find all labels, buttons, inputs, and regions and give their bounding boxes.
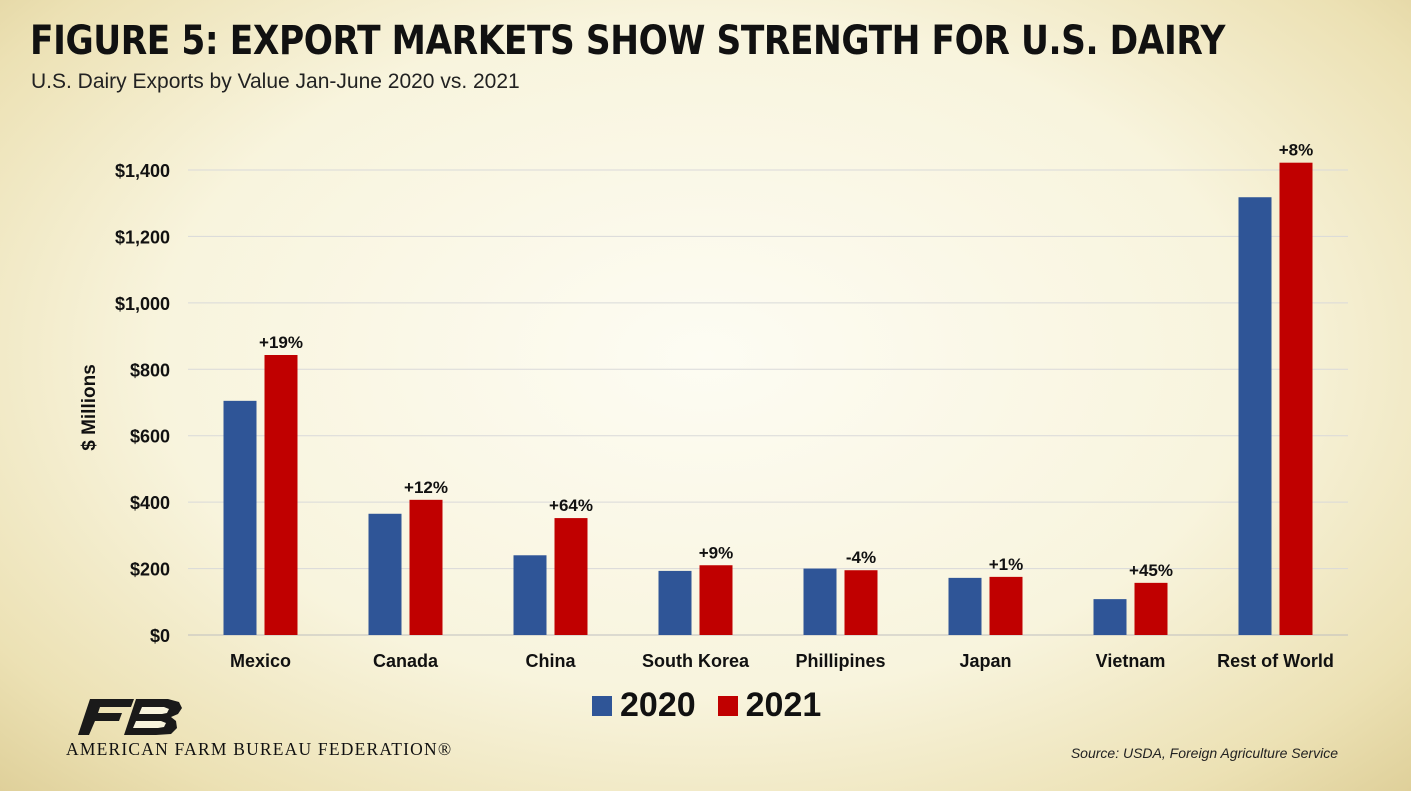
y-tick-label: $800 — [130, 360, 170, 380]
bar-annotation: +12% — [404, 478, 448, 497]
y-tick-label: $1,400 — [115, 161, 170, 181]
bar-2021 — [409, 499, 443, 635]
x-tick-label: Phillipines — [795, 651, 885, 671]
legend-label-2020: 2020 — [620, 686, 696, 724]
bar-2021 — [699, 565, 733, 635]
legend-item-2021: 2021 — [717, 686, 822, 725]
legend-item-2020: 2020 — [592, 686, 696, 725]
bar-2021 — [989, 576, 1023, 635]
y-axis-label: $ Millions — [79, 364, 100, 451]
bar-2020 — [368, 513, 402, 635]
x-tick-label: Japan — [959, 651, 1011, 671]
bar-2020 — [223, 400, 257, 635]
bar-2020 — [948, 577, 982, 635]
gridlines — [188, 169, 1348, 636]
x-tick-label: Canada — [373, 651, 439, 671]
x-tick-label: Mexico — [230, 651, 291, 671]
y-tick-label: $600 — [130, 427, 170, 447]
bar-2021 — [844, 570, 878, 635]
y-tick-label: $400 — [130, 493, 170, 513]
y-tick-label: $200 — [130, 560, 170, 580]
bar-annotation: +1% — [989, 555, 1024, 574]
afbf-logo-text: AMERICAN FARM BUREAU FEDERATION® — [66, 739, 453, 759]
bar-annotation: +9% — [699, 543, 734, 562]
bar-annotation: +45% — [1129, 561, 1173, 580]
bar-annotation: +19% — [259, 333, 303, 352]
afbf-logo: AMERICAN FARM BUREAU FEDERATION® — [66, 697, 506, 767]
bars — [223, 162, 1313, 635]
bar-annotation: +8% — [1279, 141, 1314, 160]
bar-2021 — [554, 518, 588, 635]
x-tick-label: Rest of World — [1217, 651, 1334, 671]
page-subtitle: U.S. Dairy Exports by Value Jan-June 202… — [31, 70, 520, 93]
bar-2020 — [1238, 197, 1272, 635]
bar-2020 — [513, 555, 547, 635]
legend-swatch-2020 — [592, 695, 612, 716]
bar-2020 — [1093, 599, 1127, 635]
bar-2020 — [803, 568, 837, 635]
source-note: Source: USDA, Foreign Agriculture Servic… — [1070, 745, 1338, 761]
fb-logo-mark-icon — [78, 699, 182, 735]
bar-annotation: +64% — [549, 496, 593, 515]
x-tick-label: South Korea — [642, 651, 750, 671]
chart-legend: 2020 2021 — [592, 686, 843, 725]
bar-2021 — [264, 355, 298, 635]
y-tick-label: $0 — [150, 626, 170, 646]
x-axis-tick-labels: Mexico Canada China South Korea Phillipines J… — [230, 651, 1334, 671]
legend-swatch-2021 — [717, 695, 738, 716]
y-tick-label: $1,200 — [115, 227, 170, 247]
page-title: FIGURE 5: EXPORT MARKETS SHOW STRENGTH F… — [30, 18, 1226, 64]
y-tick-label: $1,000 — [115, 294, 170, 314]
bar-2021 — [1134, 582, 1168, 635]
bar-annotations: +19% +12% +64% +9% -4% +1% +45% +8% — [259, 141, 1313, 580]
legend-label-2021: 2021 — [745, 686, 822, 724]
bar-annotation: -4% — [846, 548, 876, 567]
y-axis-tick-labels: $0 $200 $400 $600 $800 $1,000 $1,200 $1,400 — [115, 161, 170, 646]
bar-2021 — [1279, 162, 1313, 635]
bar-2020 — [658, 570, 692, 635]
x-tick-label: Vietnam — [1096, 651, 1166, 671]
x-tick-label: China — [525, 651, 576, 671]
